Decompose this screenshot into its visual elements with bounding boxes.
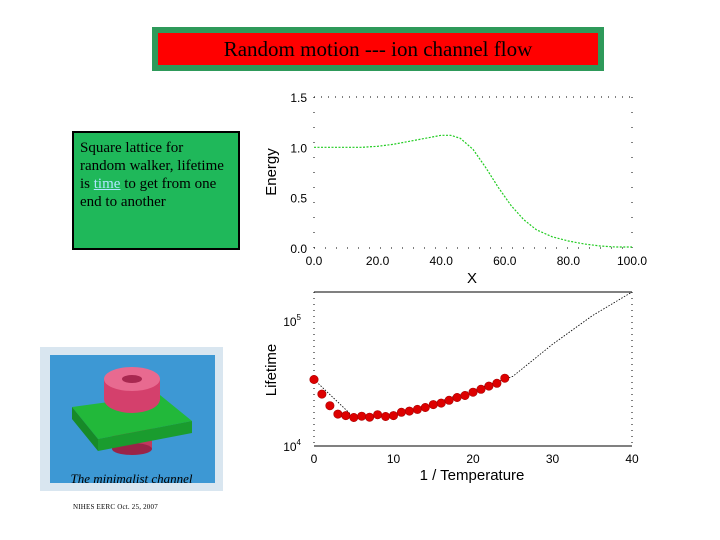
lifetime-point <box>349 412 359 422</box>
lifetime-point <box>444 395 454 405</box>
channel-render <box>50 355 215 483</box>
lifetime-point <box>500 373 510 383</box>
lifetime-point <box>404 406 414 416</box>
lifetime-point <box>420 402 430 412</box>
lifetime-point <box>333 409 343 419</box>
lifetime-ytick-label: 104 <box>283 438 301 454</box>
minimalist-channel-image: The minimalist channel <box>40 347 223 491</box>
energy-ytick-label: 1.5 <box>290 91 307 105</box>
energy-ytick-label: 0.0 <box>290 242 307 256</box>
lifetime-point <box>388 411 398 421</box>
energy-ylabel: Energy <box>263 148 280 196</box>
energy-xtick-label: 80.0 <box>557 254 581 268</box>
channel-pore <box>122 375 142 383</box>
lifetime-point <box>428 400 438 410</box>
energy-xlabel: X <box>467 270 477 287</box>
lifetime-point <box>365 412 375 422</box>
energy-xtick-label: 40.0 <box>430 254 454 268</box>
energy-xtick-label: 0.0 <box>306 254 323 268</box>
energy-ytick-label: 0.5 <box>290 192 307 206</box>
membrane-side-front <box>98 421 192 451</box>
info-text-before: Square lattice for random walker, lifeti… <box>80 140 224 192</box>
info-box: Square lattice for random walker, lifeti… <box>72 131 240 250</box>
lifetime-point <box>476 384 486 394</box>
energy-plot: 0.0 0.5 1.0 1.5 0.0 20.0 40.0 60.0 80.0 100.0 En… <box>263 91 647 287</box>
lifetime-point <box>309 374 319 384</box>
lifetime-point <box>452 392 462 402</box>
title-frame: Random motion --- ion channel flow <box>152 27 604 71</box>
lifetime-point <box>341 411 351 421</box>
lifetime-xtick-label: 40 <box>625 452 639 466</box>
time-link[interactable]: time <box>93 176 121 192</box>
lifetime-plot: 104 105 0 10 20 30 40 Lifetime 1 / Temperatur… <box>263 291 639 484</box>
lifetime-xlabel: 1 / Temperature <box>420 467 525 484</box>
lifetime-xtick-label: 30 <box>546 452 560 466</box>
lifetime-fit-line <box>313 291 633 418</box>
energy-xtick-label: 20.0 <box>366 254 390 268</box>
lifetime-point <box>357 411 367 421</box>
channel-illustration <box>72 367 192 455</box>
energy-xtick-label: 100.0 <box>617 254 647 268</box>
slide-title: Random motion --- ion channel flow <box>158 33 598 65</box>
lifetime-point <box>484 381 494 391</box>
lifetime-point <box>492 378 502 388</box>
footer-note: NIHES EERC Oct. 25, 2007 <box>73 503 158 511</box>
info-text-after: to get from one end to another <box>80 176 217 210</box>
channel-caption: The minimalist channel <box>70 471 193 486</box>
energy-xtick-label: 60.0 <box>493 254 517 268</box>
lifetime-point <box>381 411 391 421</box>
lifetime-ytick-label: 105 <box>283 313 301 329</box>
lifetime-xtick-label: 10 <box>387 452 401 466</box>
lifetime-xtick-label: 0 <box>311 452 318 466</box>
lifetime-point <box>460 390 470 400</box>
lifetime-point <box>317 389 327 399</box>
membrane-side-left <box>72 407 98 451</box>
lifetime-point <box>325 401 335 411</box>
lifetime-ylabel: Lifetime <box>263 344 280 397</box>
energy-ytick-label: 1.0 <box>290 141 307 155</box>
membrane-top <box>72 395 192 439</box>
energy-line <box>314 134 632 248</box>
lifetime-point <box>396 407 406 417</box>
lifetime-point <box>468 387 478 397</box>
lifetime-point <box>436 398 446 408</box>
lifetime-point <box>373 410 383 420</box>
lifetime-point <box>412 404 422 414</box>
lifetime-xtick-label: 20 <box>466 452 480 466</box>
